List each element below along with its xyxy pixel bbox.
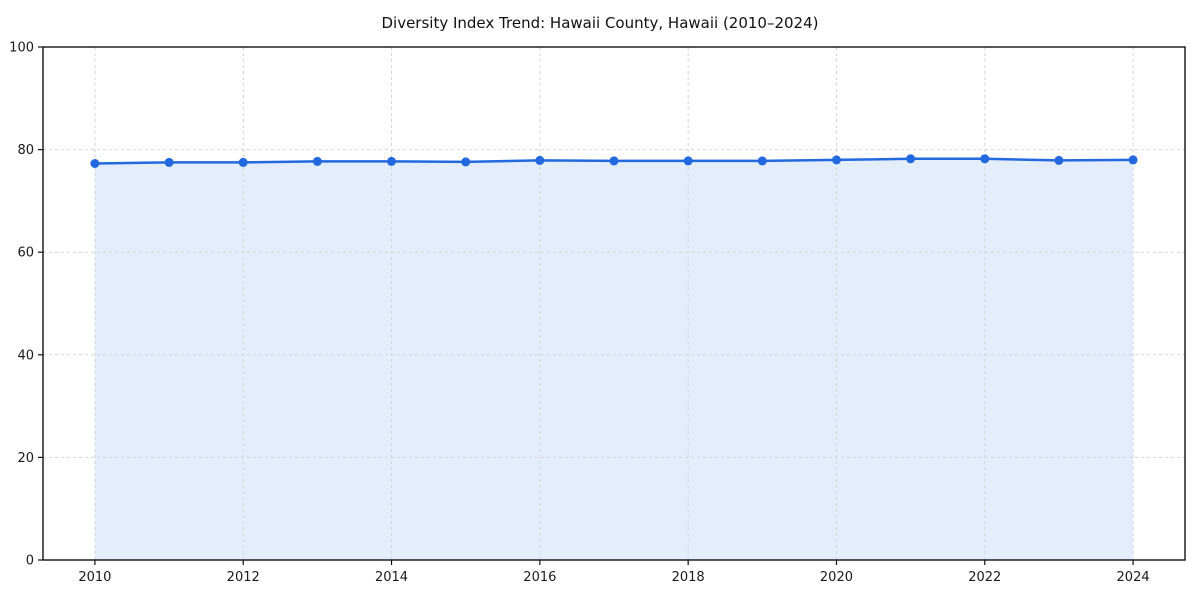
y-tick-label: 100	[9, 41, 34, 56]
y-tick-label: 0	[26, 554, 34, 569]
x-tick-label: 2014	[375, 570, 408, 585]
data-point-marker	[980, 154, 990, 164]
data-point-marker	[757, 156, 767, 166]
data-point-marker	[90, 159, 100, 168]
data-point-marker	[461, 157, 471, 167]
x-tick-label: 2016	[523, 570, 556, 585]
data-point-marker	[683, 156, 693, 166]
data-point-marker	[238, 157, 248, 167]
x-tick-label: 2020	[820, 570, 853, 585]
area-fill	[94, 158, 1134, 561]
plot-border	[42, 46, 1186, 561]
data-point-marker	[312, 156, 322, 166]
x-tick-label: 2022	[968, 570, 1001, 585]
data-point-marker	[906, 154, 916, 164]
data-point-marker	[609, 156, 619, 166]
data-point-marker	[832, 155, 841, 165]
chart-title: Diversity Index Trend: Hawaii County, Ha…	[381, 14, 818, 32]
data-point-marker	[164, 157, 174, 167]
y-tick-label: 80	[17, 143, 34, 158]
data-point-marker	[535, 155, 545, 165]
y-tick-label: 40	[17, 348, 34, 363]
data-point-marker	[1128, 155, 1138, 165]
data-point-marker	[1054, 155, 1064, 165]
data-point-marker	[387, 156, 396, 166]
x-tick-label: 2024	[1117, 570, 1150, 585]
y-tick-label: 60	[17, 246, 34, 261]
x-tick-label: 2012	[227, 570, 260, 585]
x-tick-label: 2018	[672, 570, 705, 585]
x-tick-label: 2010	[78, 570, 111, 585]
y-tick-label: 20	[17, 451, 34, 466]
